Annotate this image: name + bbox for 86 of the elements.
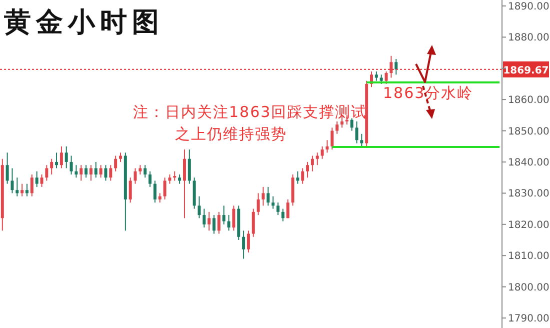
candlestick: [394, 58, 398, 76]
candlestick: [119, 152, 122, 162]
candlestick: [94, 161, 98, 178]
candlestick: [60, 146, 63, 169]
y-tick-label: 1860.00: [508, 95, 550, 106]
candlestick: [252, 208, 255, 238]
candlestick: [326, 140, 329, 154]
candlestick: [99, 164, 102, 178]
candlestick: [212, 214, 216, 234]
candlestick: [158, 192, 162, 204]
candlestick: [109, 164, 112, 182]
candlestick: [70, 155, 73, 175]
candlestick: [30, 174, 34, 197]
annotation: 1863分水岭: [383, 83, 474, 103]
candlestick: [262, 186, 265, 206]
candlestick: [40, 174, 44, 188]
candlestick: [301, 168, 304, 184]
candlestick: [266, 186, 270, 206]
candlestick: [25, 183, 28, 197]
candlestick: [202, 208, 206, 228]
candlestick: [153, 180, 156, 204]
candlestick: [163, 177, 166, 200]
y-tick-label: 1790.00: [508, 314, 550, 325]
candlestick: [148, 170, 152, 188]
candlestick: [114, 155, 118, 172]
y-tick-label: 1840.00: [508, 158, 550, 169]
candlestick: [138, 164, 142, 175]
candlestick: [6, 152, 9, 184]
candlestick: [64, 146, 68, 169]
candlestick: [360, 133, 364, 148]
annotation: 之上仍维持强势: [175, 124, 288, 144]
candlestick: [80, 164, 83, 182]
y-tick-label: 1850.00: [508, 126, 550, 138]
candlestick: [134, 168, 137, 184]
candlestick: [306, 161, 310, 178]
candlestick: [45, 164, 48, 182]
candlestick: [104, 164, 108, 182]
candlestick: [188, 148, 191, 184]
candlestick: [336, 120, 339, 134]
candlestick: [286, 198, 290, 219]
candlestick: [89, 164, 92, 182]
y-tick-label: 1810.00: [508, 251, 550, 262]
candlestick: [50, 158, 54, 175]
candlestick: [173, 170, 176, 182]
candlestick: [310, 155, 314, 172]
candlestick: [355, 120, 358, 144]
candlestick: [10, 168, 14, 194]
candlestick: [178, 174, 182, 184]
y-tick-label: 1830.00: [508, 188, 550, 200]
candlestick: [272, 196, 275, 210]
candlestick: [276, 202, 280, 216]
candlestick: [144, 164, 147, 178]
y-tick-label: 1890.00: [508, 1, 550, 12]
candlestick: [182, 148, 186, 219]
y-tick-label: 1880.00: [508, 32, 550, 44]
candlestick: [350, 118, 354, 132]
candlestick: [320, 146, 324, 160]
candlestick: [168, 174, 172, 184]
candlestick: [217, 211, 220, 234]
candlestick: [390, 55, 393, 78]
candlestick: [84, 164, 88, 178]
candlestick: [384, 70, 388, 84]
candlestick: [20, 183, 24, 197]
candlestick: [330, 127, 334, 150]
candlestick: [380, 74, 383, 84]
candlestick: [242, 230, 246, 260]
candlestick: [16, 177, 19, 197]
candlestick: [128, 177, 132, 204]
candlestick: [222, 205, 226, 225]
candlestick: [198, 196, 201, 219]
candlestick: [246, 230, 250, 253]
candlestick: [232, 205, 236, 232]
candlestick: [256, 192, 260, 216]
candlestick: [296, 170, 300, 184]
candlestick: [74, 164, 78, 178]
y-tick-label: 1820.00: [508, 220, 550, 231]
candlestick: [55, 152, 58, 169]
candlestick: [35, 170, 38, 188]
y-tick-label: 1800.00: [508, 282, 550, 294]
candlestick: [208, 211, 211, 232]
candlestick: [316, 152, 319, 166]
candlestick: [374, 70, 378, 82]
candlestick: [281, 208, 284, 222]
candlestick: [227, 214, 230, 232]
ref-line-label: 1869.67: [503, 65, 549, 76]
chart-title: 黄金小时图: [4, 6, 164, 40]
